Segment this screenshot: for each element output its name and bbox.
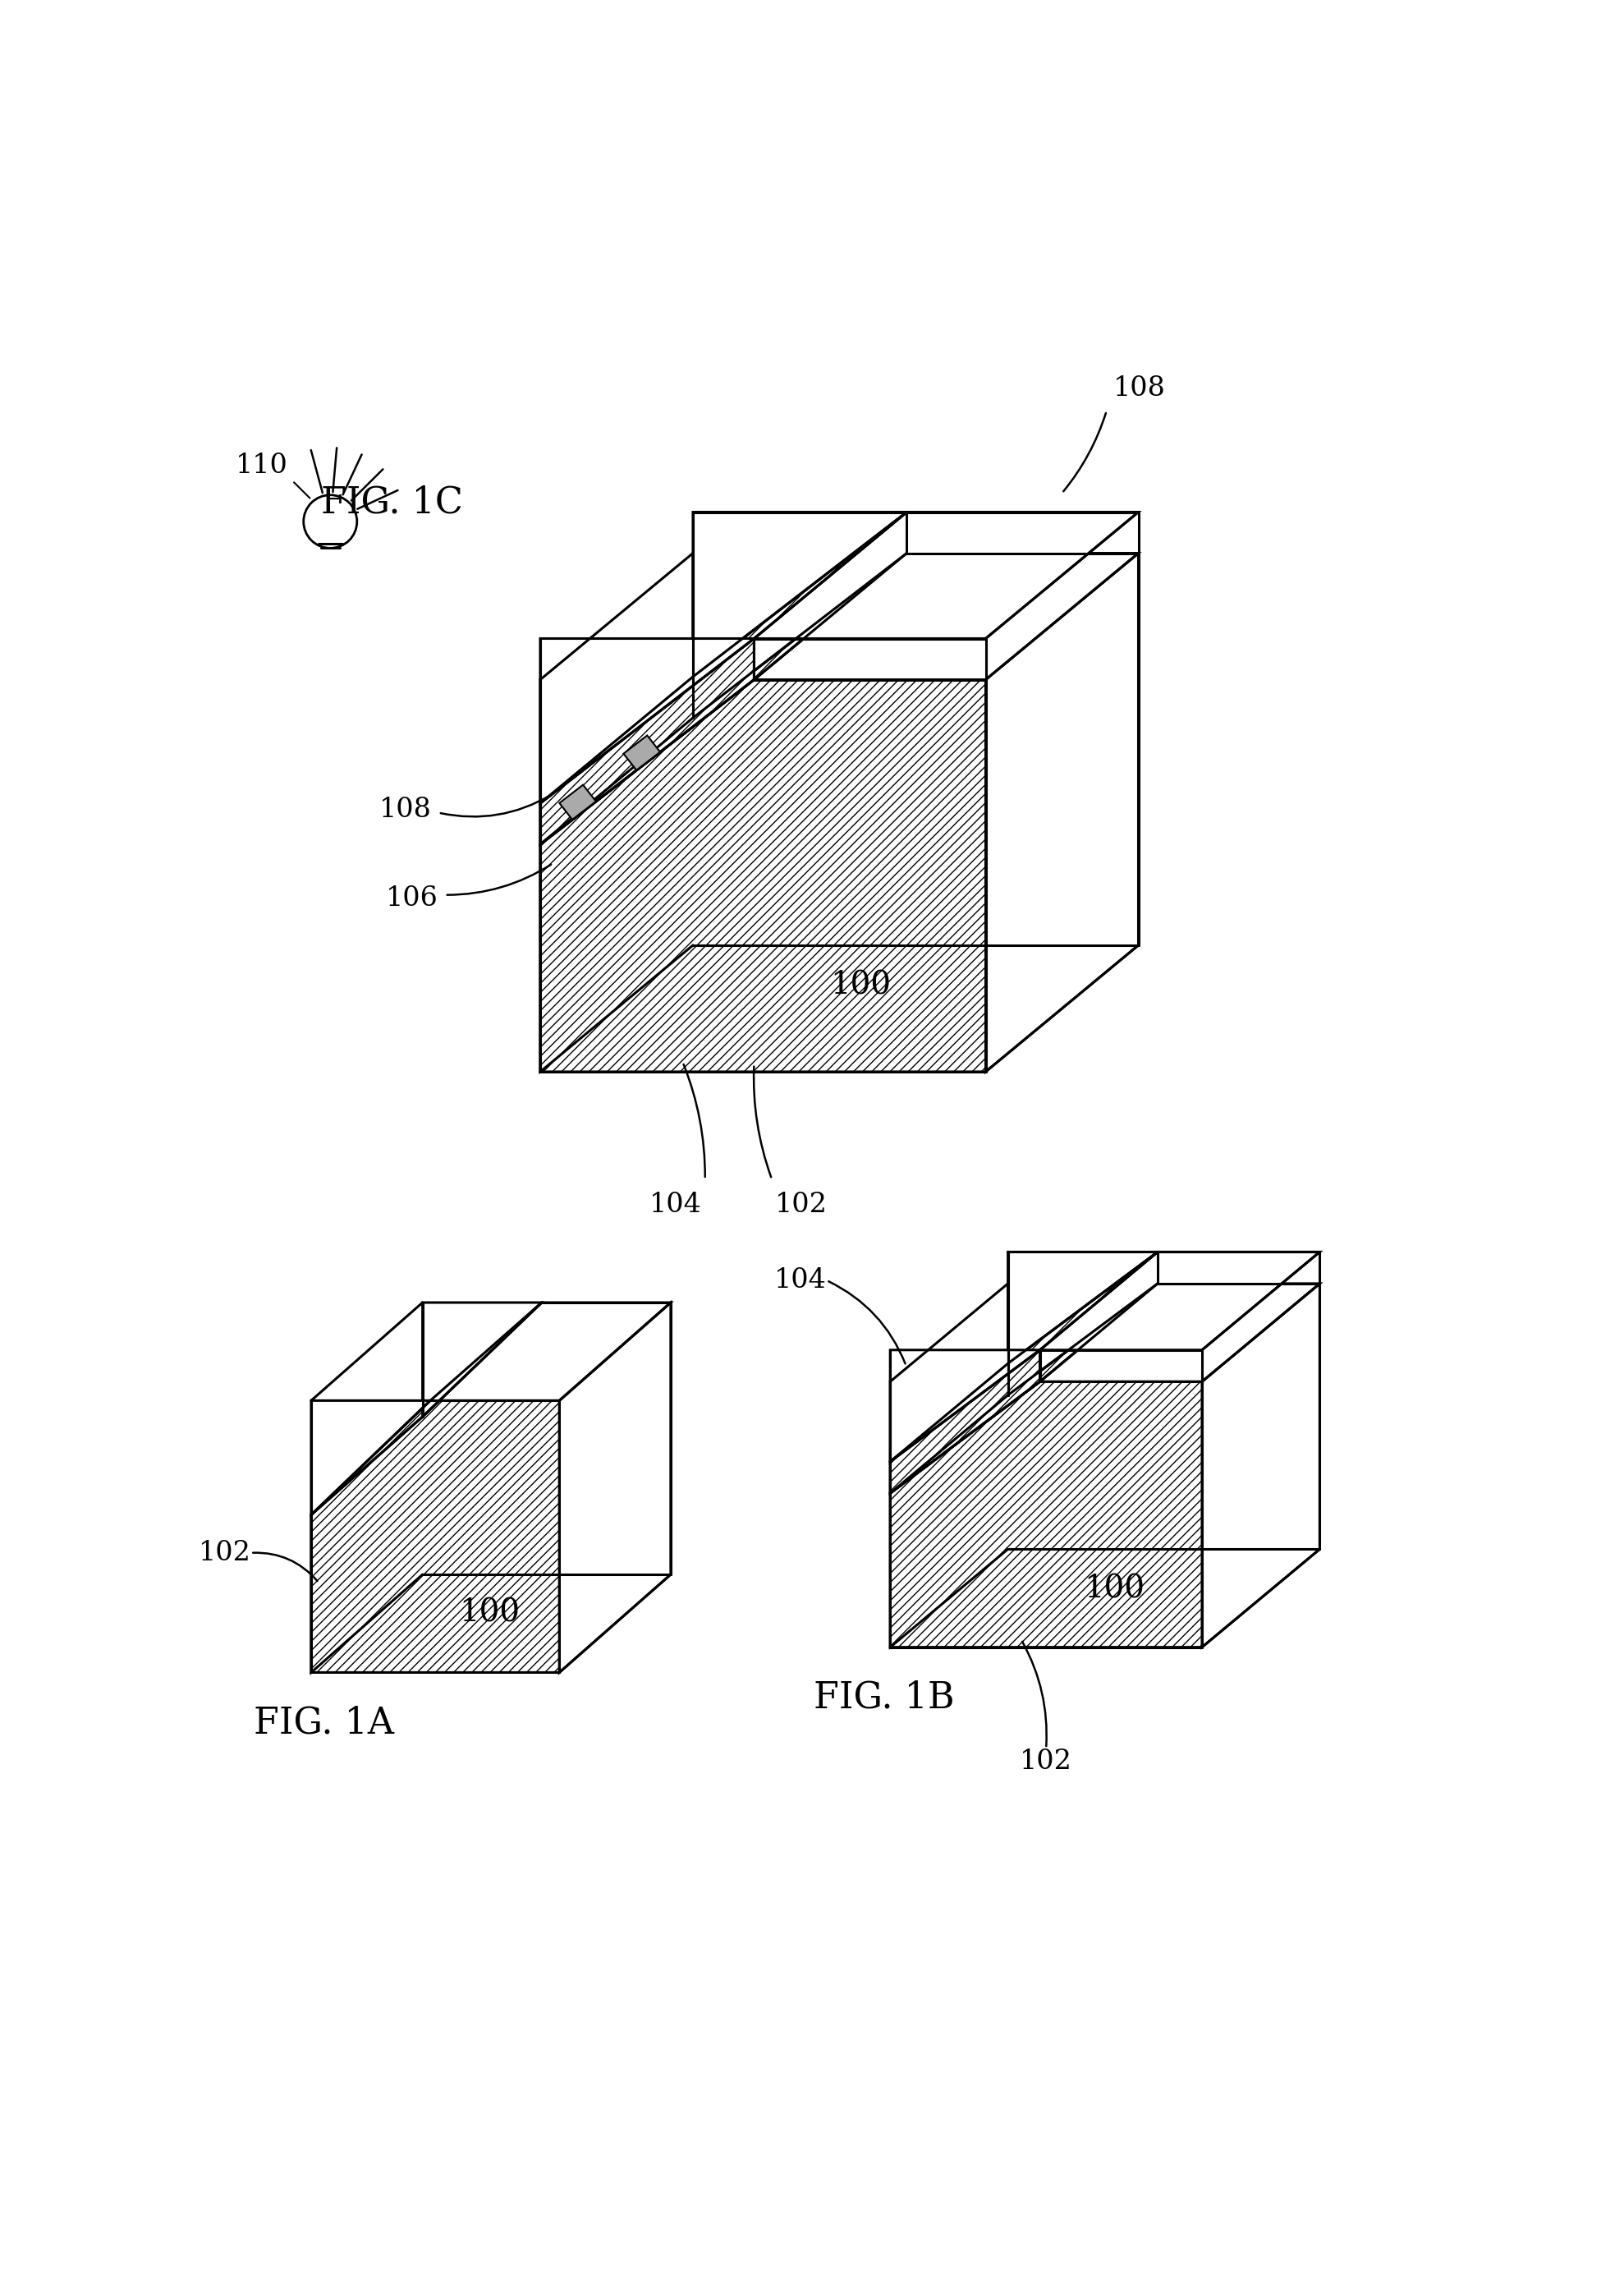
Polygon shape: [541, 679, 986, 1071]
Polygon shape: [890, 1382, 1039, 1494]
Polygon shape: [541, 554, 906, 844]
Polygon shape: [1009, 1253, 1158, 1364]
Text: FIG. 1B: FIG. 1B: [814, 1680, 955, 1716]
Polygon shape: [890, 1283, 1158, 1494]
Text: FIG. 1A: FIG. 1A: [253, 1705, 395, 1741]
Text: 108: 108: [1112, 375, 1166, 402]
Text: 102: 102: [775, 1192, 828, 1219]
Text: 104: 104: [650, 1192, 702, 1219]
Polygon shape: [541, 638, 754, 804]
Polygon shape: [541, 513, 906, 804]
Polygon shape: [890, 1351, 1039, 1462]
Polygon shape: [693, 513, 906, 676]
Text: 110: 110: [235, 454, 287, 479]
Polygon shape: [430, 1303, 671, 1401]
Polygon shape: [541, 679, 754, 844]
Polygon shape: [312, 1416, 422, 1673]
Text: 108: 108: [380, 797, 432, 822]
Polygon shape: [890, 1382, 1202, 1648]
Text: 100: 100: [460, 1598, 520, 1628]
Polygon shape: [559, 1303, 671, 1673]
Polygon shape: [541, 717, 693, 1071]
Polygon shape: [312, 1401, 430, 1514]
Polygon shape: [754, 554, 1138, 679]
Polygon shape: [312, 1303, 542, 1514]
Polygon shape: [559, 785, 596, 819]
Polygon shape: [624, 735, 659, 770]
Text: 100: 100: [830, 969, 892, 1001]
Polygon shape: [754, 513, 1138, 638]
Text: 100: 100: [1085, 1573, 1145, 1605]
Polygon shape: [890, 1351, 1039, 1494]
Text: 104: 104: [775, 1267, 827, 1294]
Text: FIG. 1C: FIG. 1C: [320, 486, 463, 520]
Text: 106: 106: [387, 885, 438, 910]
Polygon shape: [1039, 1283, 1320, 1382]
Polygon shape: [890, 1253, 1158, 1462]
Polygon shape: [986, 554, 1138, 1071]
Circle shape: [304, 495, 357, 547]
Polygon shape: [541, 638, 754, 844]
Text: 102: 102: [1020, 1748, 1072, 1775]
Polygon shape: [1039, 1253, 1320, 1351]
Polygon shape: [422, 1303, 542, 1416]
Polygon shape: [312, 1401, 559, 1673]
Polygon shape: [1009, 1283, 1158, 1396]
Polygon shape: [890, 1396, 1009, 1648]
Polygon shape: [693, 554, 906, 717]
Text: 102: 102: [198, 1539, 250, 1566]
Polygon shape: [1202, 1283, 1320, 1648]
